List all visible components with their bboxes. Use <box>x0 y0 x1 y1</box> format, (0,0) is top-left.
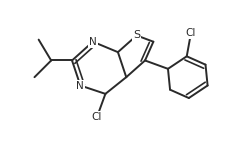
Text: Cl: Cl <box>92 112 102 122</box>
Text: N: N <box>89 37 97 47</box>
Text: N: N <box>77 80 84 91</box>
Text: S: S <box>133 31 140 40</box>
Text: Cl: Cl <box>186 28 196 38</box>
